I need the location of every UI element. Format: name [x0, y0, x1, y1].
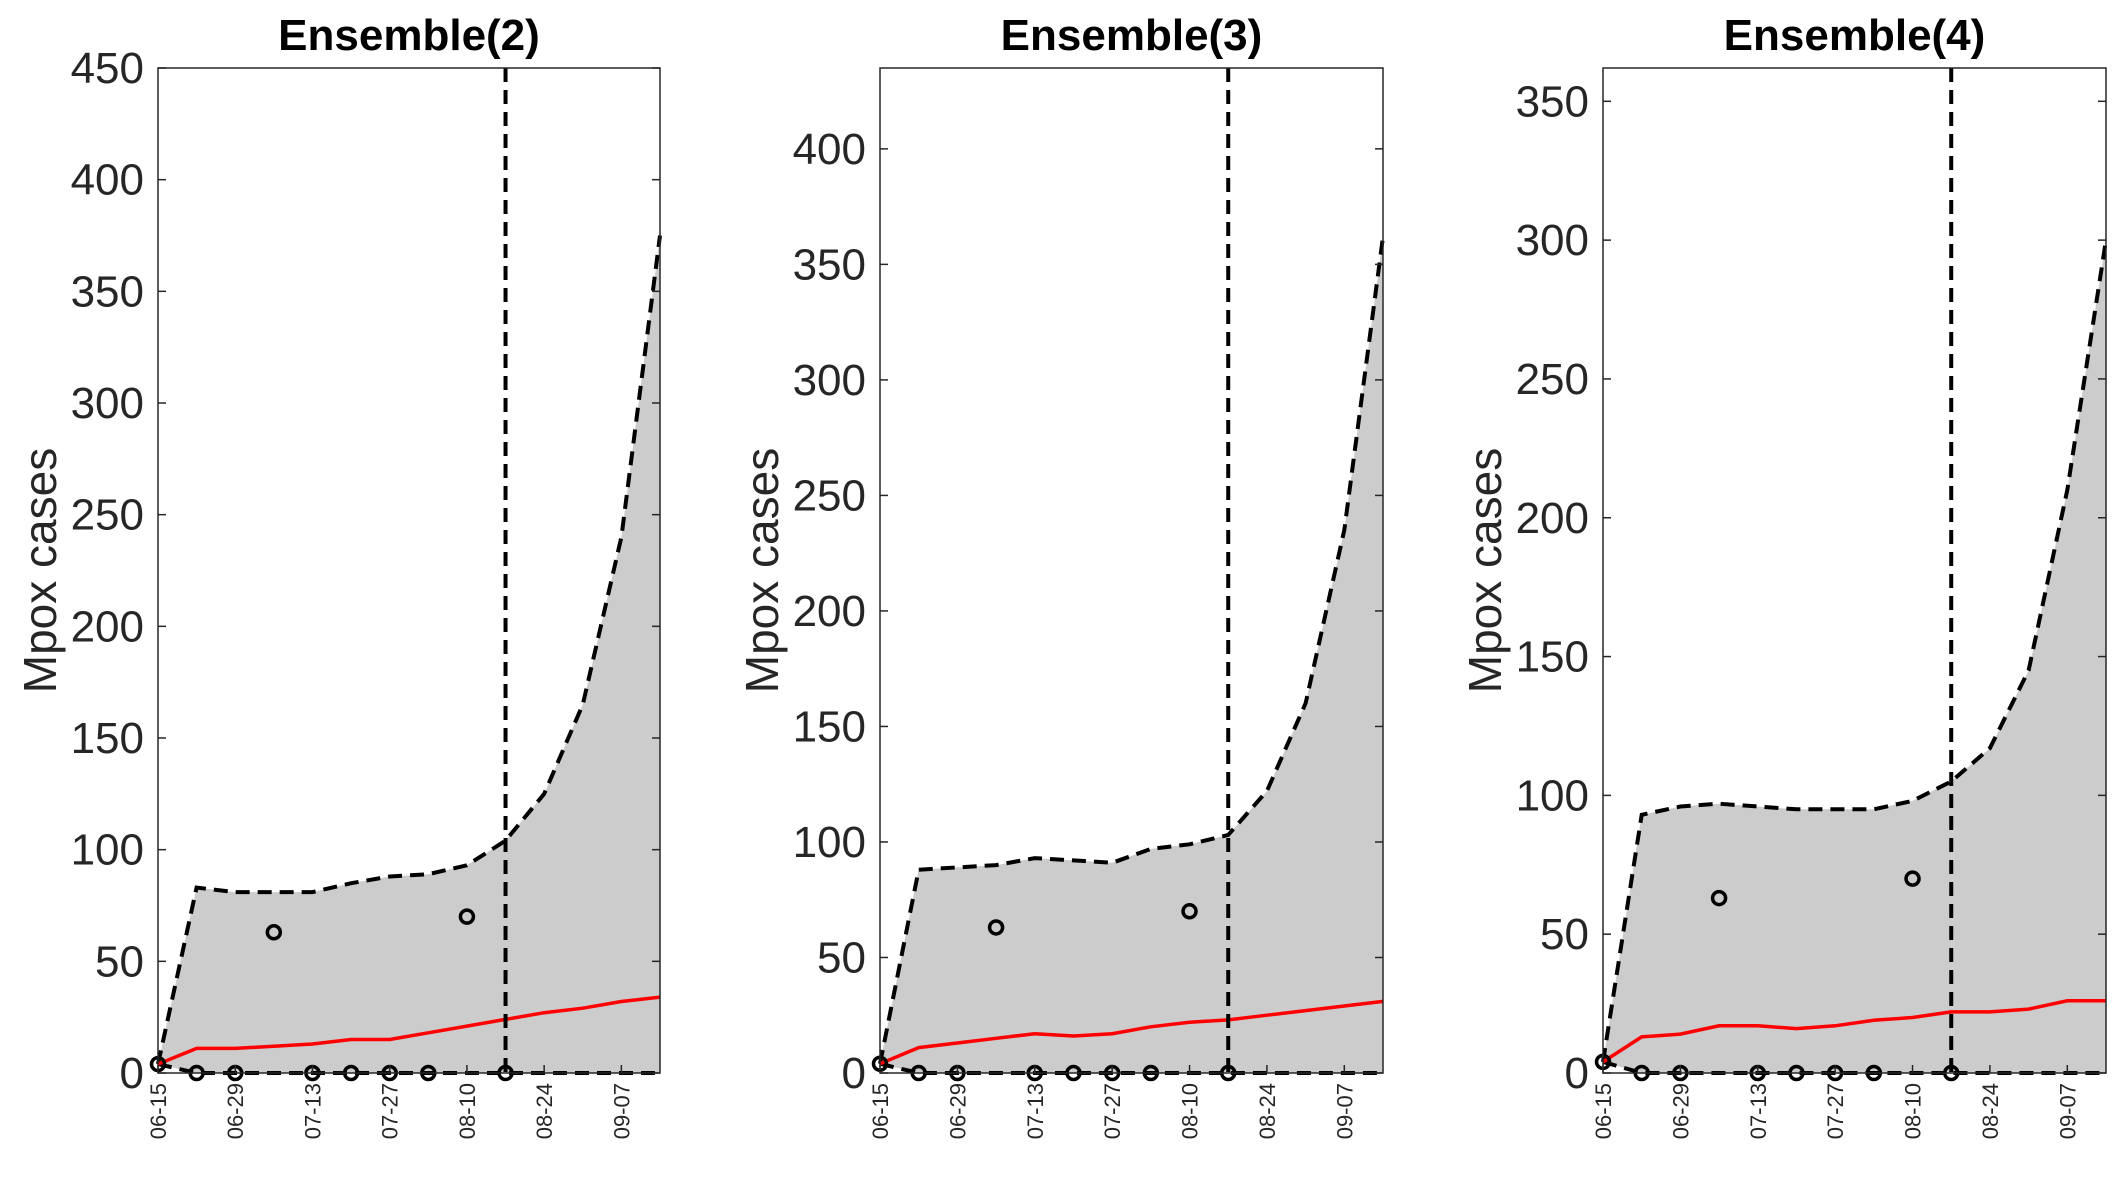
chart-panel-2: 0 50 100 150 200 250 300 350 400 06-15 06-29 07-13 0… — [736, 11, 1385, 1139]
x-tick-label: 06-15 — [1591, 1083, 1616, 1139]
y-axis-label: Mpox cases — [14, 448, 66, 693]
x-tick-label: 09-07 — [2055, 1083, 2080, 1139]
upper-bound-line — [156, 235, 662, 1065]
y-tick-label: 100 — [71, 826, 144, 875]
y-axis-label: Mpox cases — [1459, 448, 1511, 693]
x-tick-label: 07-13 — [300, 1083, 325, 1139]
y-tick-label: 0 — [120, 1049, 144, 1098]
y-axis-label: Mpox cases — [736, 448, 788, 693]
chart-title: Ensemble(2) — [278, 11, 540, 60]
y-tick-label: 50 — [1540, 910, 1589, 959]
x-tick-label: 06-29 — [223, 1083, 248, 1139]
prediction-band — [880, 236, 1383, 1073]
prediction-band — [1603, 240, 2106, 1074]
observed-point — [1710, 889, 1728, 907]
y-tick-label: 350 — [71, 267, 144, 316]
x-tick-label: 07-13 — [1746, 1083, 1771, 1139]
y-tick-label: 300 — [1516, 216, 1589, 265]
y-tick-label: 150 — [1516, 633, 1589, 682]
upper-bound-line — [1601, 239, 2108, 1063]
axes-frame — [1602, 67, 2107, 1074]
y-tick-label: 150 — [793, 702, 866, 751]
chart-title: Ensemble(3) — [1001, 11, 1263, 60]
x-tick-label: 06-15 — [146, 1083, 171, 1139]
y-tick-label: 0 — [1565, 1049, 1589, 1098]
observed-point — [1904, 870, 1921, 887]
y-tick-label: 350 — [793, 240, 866, 289]
mean-line — [157, 995, 661, 1066]
x-tick-label: 08-10 — [1901, 1083, 1926, 1139]
upper-bound-line — [878, 236, 1385, 1065]
observed-point — [458, 908, 476, 925]
y-tick-label: 200 — [793, 587, 866, 636]
chart-panel-1: 0 50 100 150 200 250 300 350 400 450 06-15 06-29 07-… — [14, 11, 662, 1139]
chart-panel-3: 0 50 100 150 200 250 300 350 06-15 06-29 07-13 07-2… — [1459, 11, 2108, 1139]
y-tick-label: 50 — [817, 933, 866, 982]
x-tick-label: 07-27 — [1100, 1083, 1125, 1139]
axes-frame — [879, 67, 1384, 1074]
x-tick-label: 09-07 — [609, 1083, 634, 1139]
x-tick-label: 08-24 — [1978, 1083, 2003, 1139]
x-tick-label: 07-27 — [1823, 1083, 1848, 1139]
y-tick-label: 450 — [71, 44, 144, 93]
prediction-band — [158, 235, 660, 1073]
mean-line — [1602, 999, 2106, 1064]
y-tick-label: 250 — [1516, 355, 1589, 404]
x-tick-label: 08-24 — [1255, 1083, 1280, 1139]
y-tick-label: 150 — [71, 714, 144, 763]
x-tick-label: 08-10 — [1178, 1083, 1203, 1139]
x-tick-label: 08-10 — [455, 1083, 480, 1139]
x-tick-label: 06-15 — [868, 1083, 893, 1139]
x-tick-label: 07-13 — [1023, 1083, 1048, 1139]
y-tick-label: 250 — [793, 471, 866, 520]
observed-point — [265, 924, 283, 941]
y-tick-label: 400 — [71, 156, 144, 205]
mean-line — [879, 999, 1384, 1066]
axes-frame — [157, 67, 661, 1074]
y-tick-label: 300 — [71, 379, 144, 428]
x-tick-label: 06-29 — [945, 1083, 970, 1139]
y-tick-label: 0 — [842, 1049, 866, 1098]
y-tick-label: 200 — [1516, 494, 1589, 543]
observed-point — [1181, 903, 1198, 920]
y-tick-label: 100 — [1516, 771, 1589, 820]
y-tick-label: 400 — [793, 125, 866, 174]
y-tick-label: 200 — [71, 602, 144, 651]
chart-title: Ensemble(4) — [1724, 11, 1986, 60]
y-tick-label: 350 — [1516, 77, 1589, 126]
y-tick-label: 50 — [95, 937, 144, 986]
y-tick-label: 100 — [793, 818, 866, 867]
observed-point — [987, 919, 1005, 936]
y-tick-label: 300 — [793, 356, 866, 405]
x-tick-label: 06-29 — [1668, 1083, 1693, 1139]
x-tick-label: 07-27 — [378, 1083, 403, 1139]
y-tick-label: 250 — [71, 491, 144, 540]
x-tick-label: 08-24 — [532, 1083, 557, 1139]
x-tick-label: 09-07 — [1332, 1083, 1357, 1139]
